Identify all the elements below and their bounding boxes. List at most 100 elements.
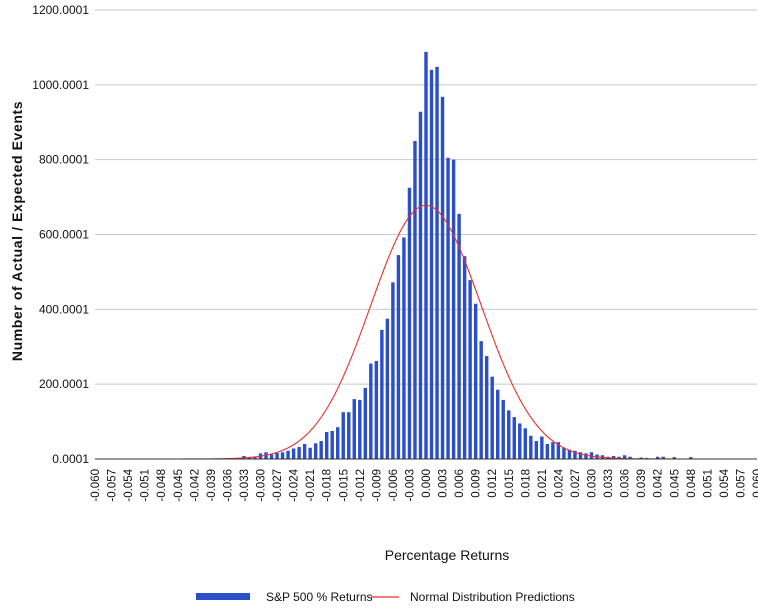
bar xyxy=(655,456,660,459)
x-tick-label: -0.042 xyxy=(189,469,201,502)
bar xyxy=(418,111,423,460)
x-tick-label: -0.012 xyxy=(355,469,367,502)
bar xyxy=(551,442,555,459)
bar xyxy=(313,443,318,459)
bar xyxy=(363,387,368,459)
bar xyxy=(291,448,296,459)
y-tick-label: 200.0001 xyxy=(39,377,89,391)
y-tick-label: 1000.0001 xyxy=(32,78,89,92)
x-tick-label: 0.018 xyxy=(520,469,532,498)
bar xyxy=(501,399,505,459)
x-tick-label: -0.018 xyxy=(322,469,334,502)
bar xyxy=(374,360,379,459)
bar xyxy=(330,430,334,459)
bar xyxy=(468,280,472,459)
y-tick-label: 1200.0001 xyxy=(32,3,89,17)
bars-series xyxy=(242,51,693,460)
bar xyxy=(529,435,533,459)
bar xyxy=(280,452,285,459)
bar xyxy=(319,441,323,459)
x-tick-label: -0.054 xyxy=(123,468,135,501)
x-tick-label: -0.015 xyxy=(338,469,350,502)
bar xyxy=(484,356,489,459)
bar xyxy=(672,457,676,459)
legend-line-label: Normal Distribution Predictions xyxy=(410,590,575,604)
x-tick-label: 0.051 xyxy=(702,469,714,498)
bar xyxy=(380,329,384,459)
bar xyxy=(611,456,616,459)
y-tick-label: 400.0001 xyxy=(39,302,89,316)
bar xyxy=(534,441,539,459)
x-tick-label: -0.021 xyxy=(305,469,317,502)
x-tick-label: -0.051 xyxy=(140,469,152,502)
x-tick-label: 0.006 xyxy=(454,469,466,498)
bar xyxy=(628,456,632,459)
bar xyxy=(507,410,511,459)
bar xyxy=(661,456,665,459)
x-tick-label: 0.030 xyxy=(587,469,599,498)
bar xyxy=(462,256,467,459)
x-tick-label: 0.057 xyxy=(735,469,747,498)
x-tick-label: 0.015 xyxy=(504,469,516,498)
x-tick-label: -0.033 xyxy=(239,469,251,502)
bar xyxy=(402,237,406,459)
x-tick-label: -0.006 xyxy=(388,469,400,502)
x-tick-label: -0.009 xyxy=(371,469,383,502)
bar xyxy=(396,255,401,459)
bar xyxy=(286,450,290,459)
x-tick-label: 0.042 xyxy=(653,469,665,498)
bar xyxy=(479,341,483,459)
bar xyxy=(556,442,561,459)
bar xyxy=(369,363,373,459)
x-tick-label: 0.039 xyxy=(636,469,648,498)
x-tick-label: 0.009 xyxy=(471,469,483,498)
x-tick-label: -0.039 xyxy=(206,469,218,502)
bar xyxy=(358,399,362,459)
bar xyxy=(540,436,544,459)
bar xyxy=(545,444,550,459)
bar xyxy=(269,454,274,459)
bar xyxy=(247,457,252,459)
bar xyxy=(523,428,528,459)
bar xyxy=(413,140,417,459)
x-tick-label: -0.027 xyxy=(272,469,284,502)
bar xyxy=(275,453,279,459)
x-tick-label: -0.030 xyxy=(256,469,268,502)
x-tick-label: 0.045 xyxy=(669,469,681,498)
y-axis-ticks: 0.0001 200.0001 400.0001 600.0001 800.0001 10… xyxy=(32,3,89,466)
x-tick-label: 0.012 xyxy=(487,469,499,498)
x-tick-label: -0.036 xyxy=(222,469,234,502)
x-tick-label: -0.057 xyxy=(107,469,119,502)
bar xyxy=(584,453,588,459)
bar xyxy=(573,450,577,459)
y-tick-label: 800.0001 xyxy=(39,153,89,167)
legend-bar-label: S&P 500 % Returns xyxy=(266,590,373,604)
bar xyxy=(440,96,445,459)
x-tick-label: 0.021 xyxy=(537,469,549,498)
x-tick-label: -0.024 xyxy=(289,468,301,501)
x-tick-label: 0.024 xyxy=(553,468,565,497)
bar xyxy=(490,376,494,459)
bar xyxy=(352,399,356,459)
bar xyxy=(567,449,572,459)
y-tick-label: 0.0001 xyxy=(52,452,89,466)
bar xyxy=(518,423,522,459)
x-tick-label: 0.048 xyxy=(686,469,698,498)
bar xyxy=(578,452,583,459)
bar xyxy=(512,417,516,459)
bar xyxy=(385,318,390,459)
bar xyxy=(341,412,345,459)
bar xyxy=(336,427,340,459)
bar xyxy=(446,157,450,460)
x-tick-label: 0.033 xyxy=(603,469,615,498)
x-tick-label: 0.036 xyxy=(620,469,632,498)
bar xyxy=(496,389,500,459)
bar xyxy=(324,432,329,459)
bar xyxy=(297,447,301,459)
bar xyxy=(689,457,693,459)
x-axis-ticks: -0.060 -0.057 -0.054 -0.051 -0.048 -0.045 -0.0… xyxy=(90,468,758,501)
x-tick-label: 0.054 xyxy=(719,468,731,497)
bar xyxy=(429,69,434,460)
x-axis-title: Percentage Returns xyxy=(385,547,510,563)
